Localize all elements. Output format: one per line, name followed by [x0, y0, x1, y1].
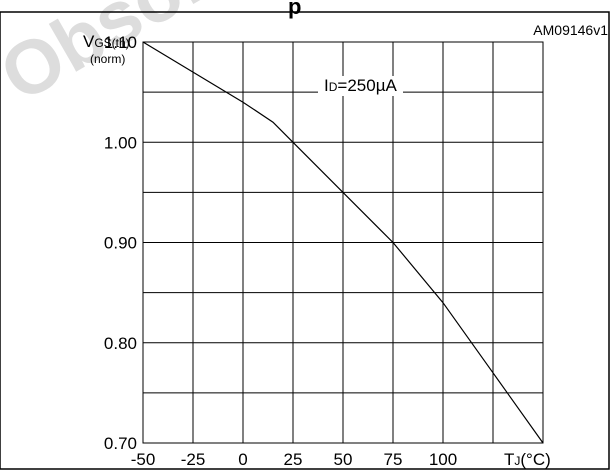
x-axis-label-main: T	[504, 450, 515, 469]
curve-label-value: =250µA	[337, 76, 397, 95]
y-tick-label: 1.10	[104, 33, 137, 52]
chart-title-fragment: p	[288, 0, 302, 19]
y-axis-label: VGS(th)	[83, 33, 130, 52]
figure-code: AM09146v1	[533, 22, 608, 38]
x-tick-label: 25	[284, 450, 303, 469]
y-tick-label: 0.70	[104, 434, 137, 453]
x-tick-label: 100	[429, 450, 457, 469]
x-tick-label: -50	[131, 450, 156, 469]
x-tick-label: -25	[181, 450, 206, 469]
tick-labels: -50 -25 0 25 50 75 100 0.70 0.80 0.90 1.00 1.10	[104, 33, 457, 469]
y-tick-label: 1.00	[104, 133, 137, 152]
curve-label-sub: D	[328, 80, 338, 94]
y-axis-label-main: V	[83, 32, 95, 51]
figure-frame	[0, 11, 610, 470]
series-line	[142, 41, 544, 444]
y-axis-unit: (norm)	[90, 52, 126, 66]
x-axis-label: TJ(°C)	[504, 450, 551, 470]
curve-label: ID=250µA	[318, 76, 403, 96]
x-tick-label: 50	[334, 450, 353, 469]
x-tick-label: 75	[384, 450, 403, 469]
grid	[142, 41, 544, 444]
curve-label-main: I	[324, 76, 329, 95]
series-layer	[142, 41, 544, 444]
x-axis-label-unit: (°C)	[520, 450, 551, 469]
y-tick-label: 0.80	[104, 334, 137, 353]
y-tick-label: 0.90	[104, 234, 137, 253]
x-axis-label-sub: J	[514, 454, 521, 468]
y-axis-label-sub: GS(th)	[94, 36, 130, 50]
x-tick-label: 0	[238, 450, 247, 469]
